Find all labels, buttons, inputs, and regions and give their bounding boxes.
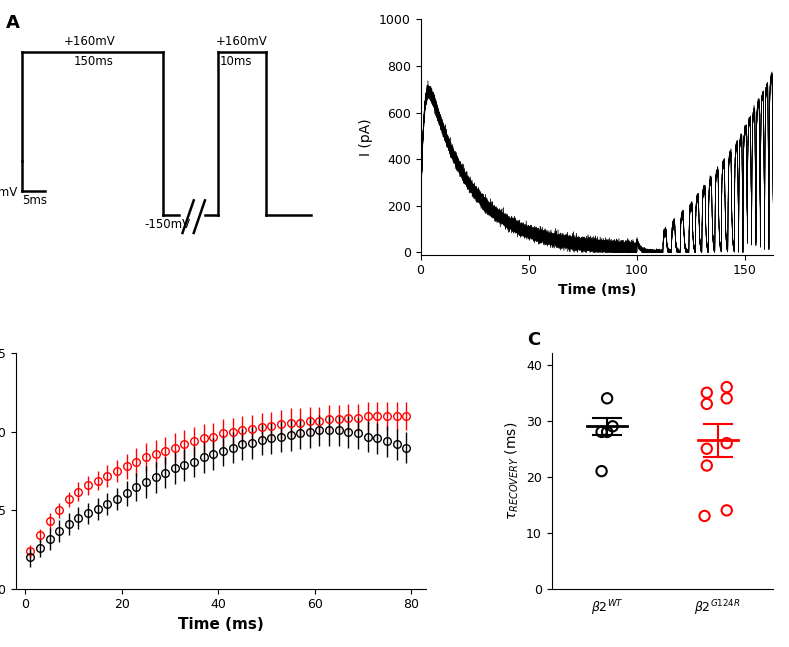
Text: 5ms: 5ms xyxy=(22,194,47,207)
Text: -120mV: -120mV xyxy=(0,186,17,199)
Y-axis label: $\tau_{RECOVERY}$ (ms): $\tau_{RECOVERY}$ (ms) xyxy=(503,422,521,520)
Point xyxy=(595,466,608,476)
Point xyxy=(720,438,733,448)
Y-axis label: I (pA): I (pA) xyxy=(360,118,373,156)
Point xyxy=(720,393,733,404)
Point xyxy=(701,388,713,398)
Text: +160mV: +160mV xyxy=(64,35,116,48)
Text: -150mV: -150mV xyxy=(144,217,190,230)
Text: A: A xyxy=(6,14,20,32)
Point xyxy=(720,505,733,516)
Point xyxy=(600,393,613,404)
Text: 10ms: 10ms xyxy=(219,54,252,68)
Point xyxy=(701,399,713,409)
Point xyxy=(698,510,711,521)
Text: C: C xyxy=(527,331,540,349)
Point xyxy=(606,421,619,432)
X-axis label: Time (ms): Time (ms) xyxy=(178,617,264,632)
Point xyxy=(600,427,613,437)
Point xyxy=(701,461,713,471)
Text: 150ms: 150ms xyxy=(73,54,114,68)
Text: +160mV: +160mV xyxy=(216,35,268,48)
Point xyxy=(701,444,713,454)
X-axis label: Time (ms): Time (ms) xyxy=(558,283,636,297)
Point xyxy=(720,382,733,392)
Point xyxy=(595,427,608,437)
